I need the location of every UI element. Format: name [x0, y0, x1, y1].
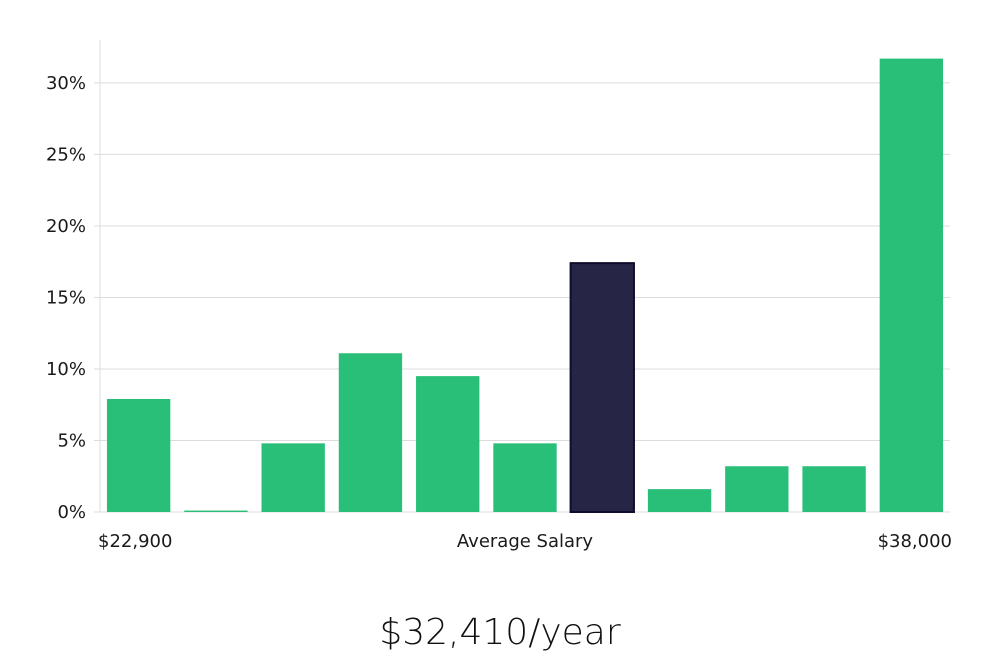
bar	[261, 443, 325, 512]
y-tick-label: 25%	[46, 144, 86, 165]
bar-highlighted	[569, 262, 635, 513]
bar	[493, 443, 557, 512]
bar	[338, 353, 403, 512]
bars	[106, 58, 944, 513]
salary-distribution-chart: 0% 5% 10% 15% 20% 25% 30% $22,900 Average Sala…	[46, 40, 952, 552]
x-label-center: Average Salary	[457, 531, 594, 552]
x-label-max: $38,000	[878, 531, 952, 552]
bar	[416, 376, 480, 512]
x-label-min: $22,900	[98, 531, 172, 552]
gridlines	[100, 82, 950, 513]
bar	[879, 58, 944, 513]
y-tick-label: 5%	[57, 430, 86, 451]
bar	[106, 399, 171, 512]
y-tick-label: 15%	[46, 287, 86, 308]
y-tick-label: 0%	[57, 502, 86, 523]
bar	[184, 510, 248, 512]
bar	[647, 489, 712, 512]
y-tick-label: 10%	[46, 359, 86, 380]
x-axis-labels: $22,900 Average Salary $38,000	[98, 531, 952, 552]
y-axis: 0% 5% 10% 15% 20% 25% 30%	[46, 40, 101, 523]
average-salary-value: $32,410/year	[379, 612, 621, 653]
y-tick-label: 20%	[46, 216, 86, 237]
bar	[725, 466, 789, 512]
bar	[802, 466, 866, 512]
y-tick-label: 30%	[46, 73, 86, 94]
